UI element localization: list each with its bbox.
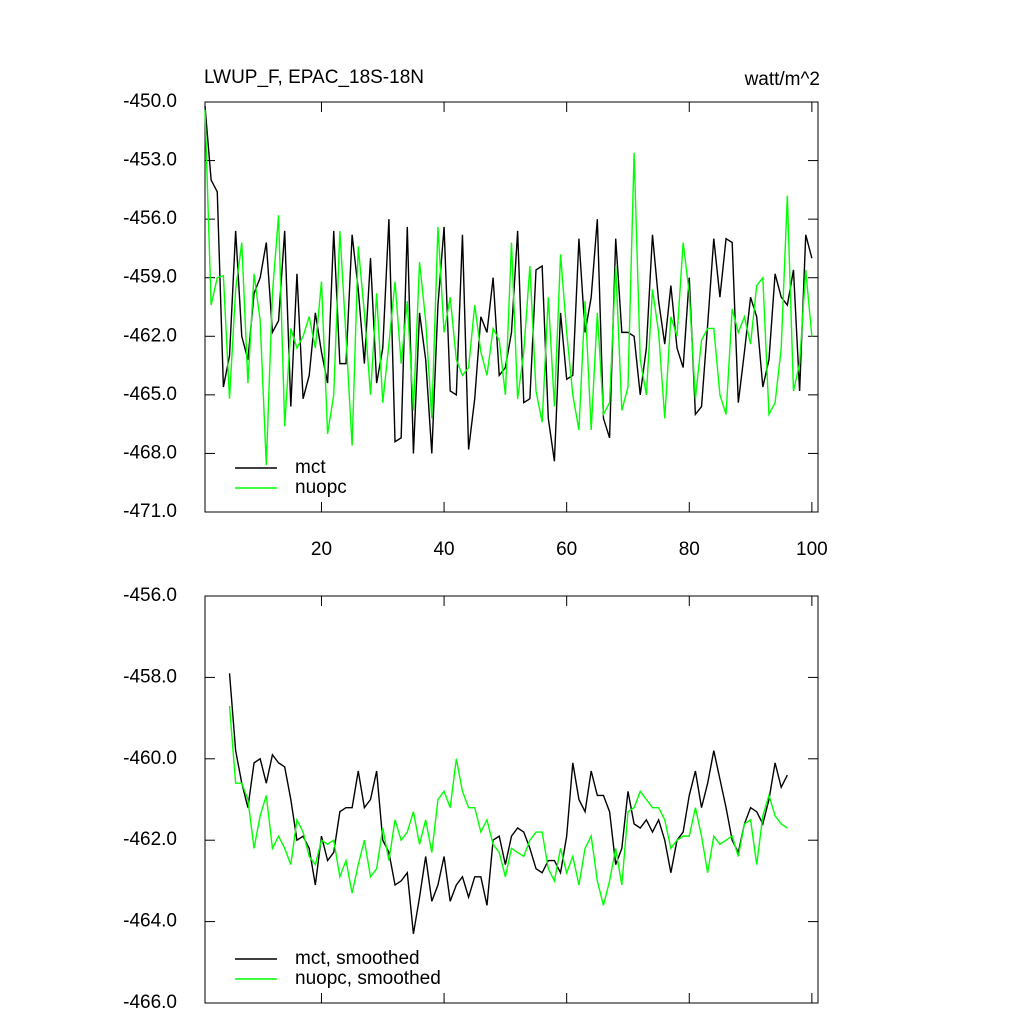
data-line <box>204 109 813 466</box>
y-tick-label: -460.0 <box>123 748 177 769</box>
data-line <box>228 673 788 934</box>
x-tick-label: 60 <box>556 539 577 560</box>
y-tick-label: -468.0 <box>123 442 177 463</box>
legend-label: mct <box>295 457 326 478</box>
data-line <box>228 705 788 906</box>
y-tick-label: -462.0 <box>123 829 177 850</box>
y-tick-label: -471.0 <box>123 501 177 522</box>
x-tick-label: 40 <box>433 539 454 560</box>
data-line <box>204 105 813 462</box>
y-tick-label: -458.0 <box>123 666 177 687</box>
y-tick-label: -464.0 <box>123 911 177 932</box>
y-tick-label: -456.0 <box>123 585 177 606</box>
chart-title: LWUP_F, EPAC_18S-18N <box>204 67 424 88</box>
y-tick-label: -465.0 <box>123 384 177 405</box>
y-tick-label: -456.0 <box>123 208 177 229</box>
x-tick-label: 80 <box>679 539 700 560</box>
y-tick-label: -450.0 <box>123 91 177 112</box>
y-tick-label: -459.0 <box>123 267 177 288</box>
legend-label: nuopc, smoothed <box>295 968 441 989</box>
plot-frame <box>204 101 819 513</box>
legend-label: nuopc <box>295 477 347 498</box>
y-tick-label: -453.0 <box>123 150 177 171</box>
y-tick-label: -466.0 <box>123 992 177 1013</box>
y-tick-label: -462.0 <box>123 325 177 346</box>
units-label: watt/m^2 <box>744 69 820 90</box>
x-tick-label: 100 <box>796 539 828 560</box>
legend-label: mct, smoothed <box>295 948 420 969</box>
x-tick-label: 20 <box>311 539 332 560</box>
plot-frame <box>204 595 819 1004</box>
